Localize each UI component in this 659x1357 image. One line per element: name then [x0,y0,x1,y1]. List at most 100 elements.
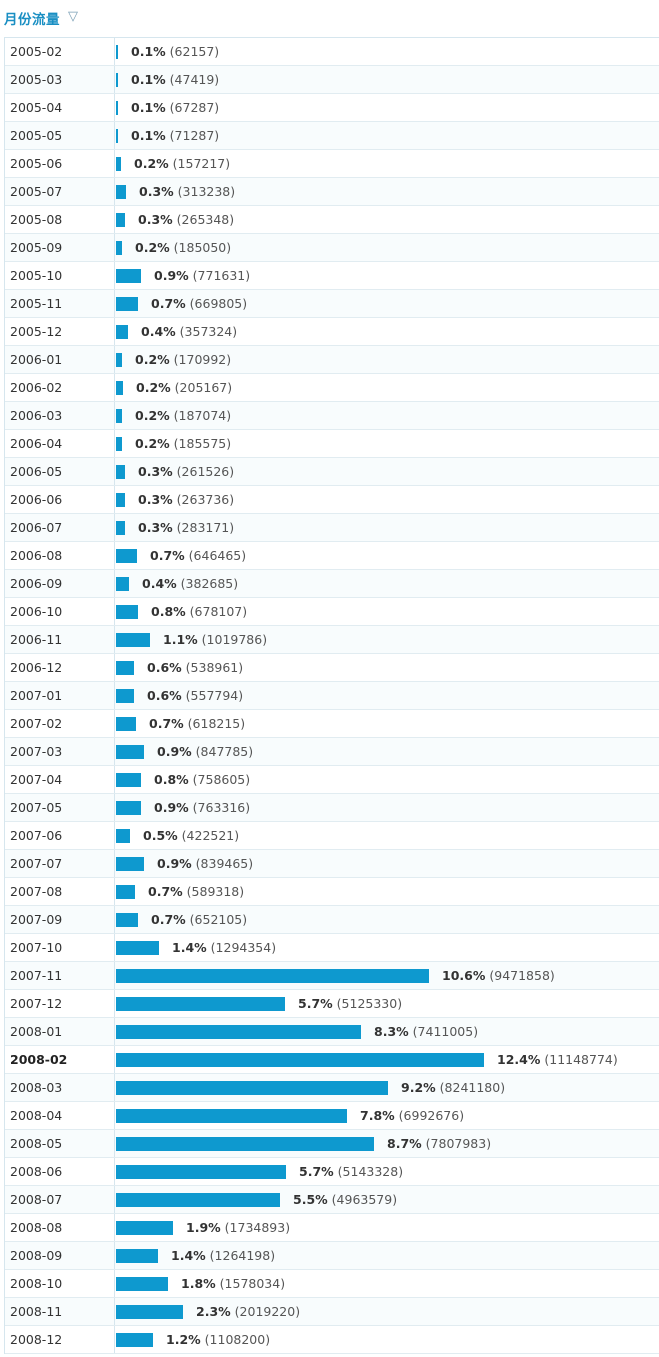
table-row: 2007-07 0.9% (839465) [5,850,659,878]
count-label: (6992676) [398,1108,465,1123]
month-label: 2008-01 [5,1018,115,1045]
table-row: 2007-01 0.6% (557794) [5,682,659,710]
month-label: 2006-07 [5,514,115,541]
value-label: 0.3% (283171) [138,514,234,541]
value-label: 12.4% (11148774) [497,1046,618,1073]
bar-cell: 0.2% (185050) [116,234,659,261]
bar [116,297,138,311]
value-label: 0.7% (652105) [151,906,247,933]
month-label: 2008-07 [5,1186,115,1213]
month-label: 2005-06 [5,150,115,177]
month-label: 2007-02 [5,710,115,737]
bar [116,157,121,171]
month-label: 2005-12 [5,318,115,345]
percent-label: 1.4% [172,940,207,955]
bar [116,381,123,395]
bar [116,745,144,759]
bar-cell: 0.9% (763316) [116,794,659,821]
value-label: 0.9% (839465) [157,850,253,877]
bar-cell: 0.9% (839465) [116,850,659,877]
bar-cell: 1.2% (1108200) [116,1326,659,1353]
table-row: 2005-03 0.1% (47419) [5,66,659,94]
percent-label: 0.2% [135,240,170,255]
table-row: 2006-01 0.2% (170992) [5,346,659,374]
bar-cell: 0.7% (618215) [116,710,659,737]
value-label: 0.2% (157217) [134,150,230,177]
month-label: 2006-04 [5,430,115,457]
table-row: 2005-12 0.4% (357324) [5,318,659,346]
value-label: 0.6% (538961) [147,654,243,681]
bar-cell: 0.9% (847785) [116,738,659,765]
percent-label: 0.2% [135,436,170,451]
count-label: (67287) [169,100,220,115]
bar-cell: 0.4% (382685) [116,570,659,597]
month-label: 2008-09 [5,1242,115,1269]
collapse-toggle-icon[interactable]: ▽ [68,9,78,24]
percent-label: 1.8% [181,1276,216,1291]
bar [116,773,141,787]
count-label: (9471858) [489,968,555,983]
count-label: (589318) [186,884,245,899]
percent-label: 0.6% [147,688,182,703]
count-label: (62157) [169,44,220,59]
percent-label: 0.8% [154,772,189,787]
value-label: 1.9% (1734893) [186,1214,290,1241]
value-label: 1.4% (1264198) [171,1242,275,1269]
table-row: 2005-05 0.1% (71287) [5,122,659,150]
count-label: (1019786) [201,632,268,647]
percent-label: 1.4% [171,1248,206,1263]
month-label: 2007-09 [5,906,115,933]
table-row: 2005-06 0.2% (157217) [5,150,659,178]
month-label: 2008-04 [5,1102,115,1129]
percent-label: 1.2% [166,1332,201,1347]
value-label: 0.3% (261526) [138,458,234,485]
bar-cell: 0.3% (261526) [116,458,659,485]
bar-cell: 0.1% (62157) [116,38,659,65]
bar-cell: 0.8% (678107) [116,598,659,625]
value-label: 10.6% (9471858) [442,962,555,989]
bar-cell: 0.8% (758605) [116,766,659,793]
percent-label: 0.7% [151,912,186,927]
percent-label: 0.3% [138,464,173,479]
table-row: 2008-10 1.8% (1578034) [5,1270,659,1298]
count-label: (669805) [189,296,248,311]
bar [116,1053,484,1067]
value-label: 1.1% (1019786) [163,626,267,653]
percent-label: 0.4% [141,324,176,339]
table-row: 2008-04 7.8% (6992676) [5,1102,659,1130]
count-label: (847785) [195,744,254,759]
percent-label: 0.8% [151,604,186,619]
bar-cell: 0.7% (589318) [116,878,659,905]
table-row: 2007-10 1.4% (1294354) [5,934,659,962]
value-label: 0.1% (67287) [131,94,219,121]
table-row: 2008-01 8.3% (7411005) [5,1018,659,1046]
bar [116,101,118,115]
bar [116,45,118,59]
count-label: (839465) [195,856,254,871]
table-row: 2007-05 0.9% (763316) [5,794,659,822]
month-label: 2005-03 [5,66,115,93]
table-row: 2006-08 0.7% (646465) [5,542,659,570]
table-row: 2008-07 5.5% (4963579) [5,1186,659,1214]
section-header: 月份流量 ▽ [0,0,659,37]
percent-label: 0.9% [154,268,189,283]
count-label: (205167) [174,380,233,395]
month-label: 2006-09 [5,570,115,597]
bar [116,633,150,647]
count-label: (7411005) [412,1024,479,1039]
table-row: 2008-05 8.7% (7807983) [5,1130,659,1158]
count-label: (422521) [181,828,240,843]
percent-label: 1.1% [163,632,198,647]
count-label: (618215) [187,716,246,731]
percent-label: 0.2% [135,352,170,367]
count-label: (763316) [192,800,251,815]
month-label: 2008-12 [5,1326,115,1353]
value-label: 0.4% (382685) [142,570,238,597]
table-row: 2006-04 0.2% (185575) [5,430,659,458]
table-row: 2006-07 0.3% (283171) [5,514,659,542]
table-row: 2007-04 0.8% (758605) [5,766,659,794]
month-label: 2008-05 [5,1130,115,1157]
table-row: 2005-08 0.3% (265348) [5,206,659,234]
bar [116,1025,361,1039]
percent-label: 0.2% [135,408,170,423]
